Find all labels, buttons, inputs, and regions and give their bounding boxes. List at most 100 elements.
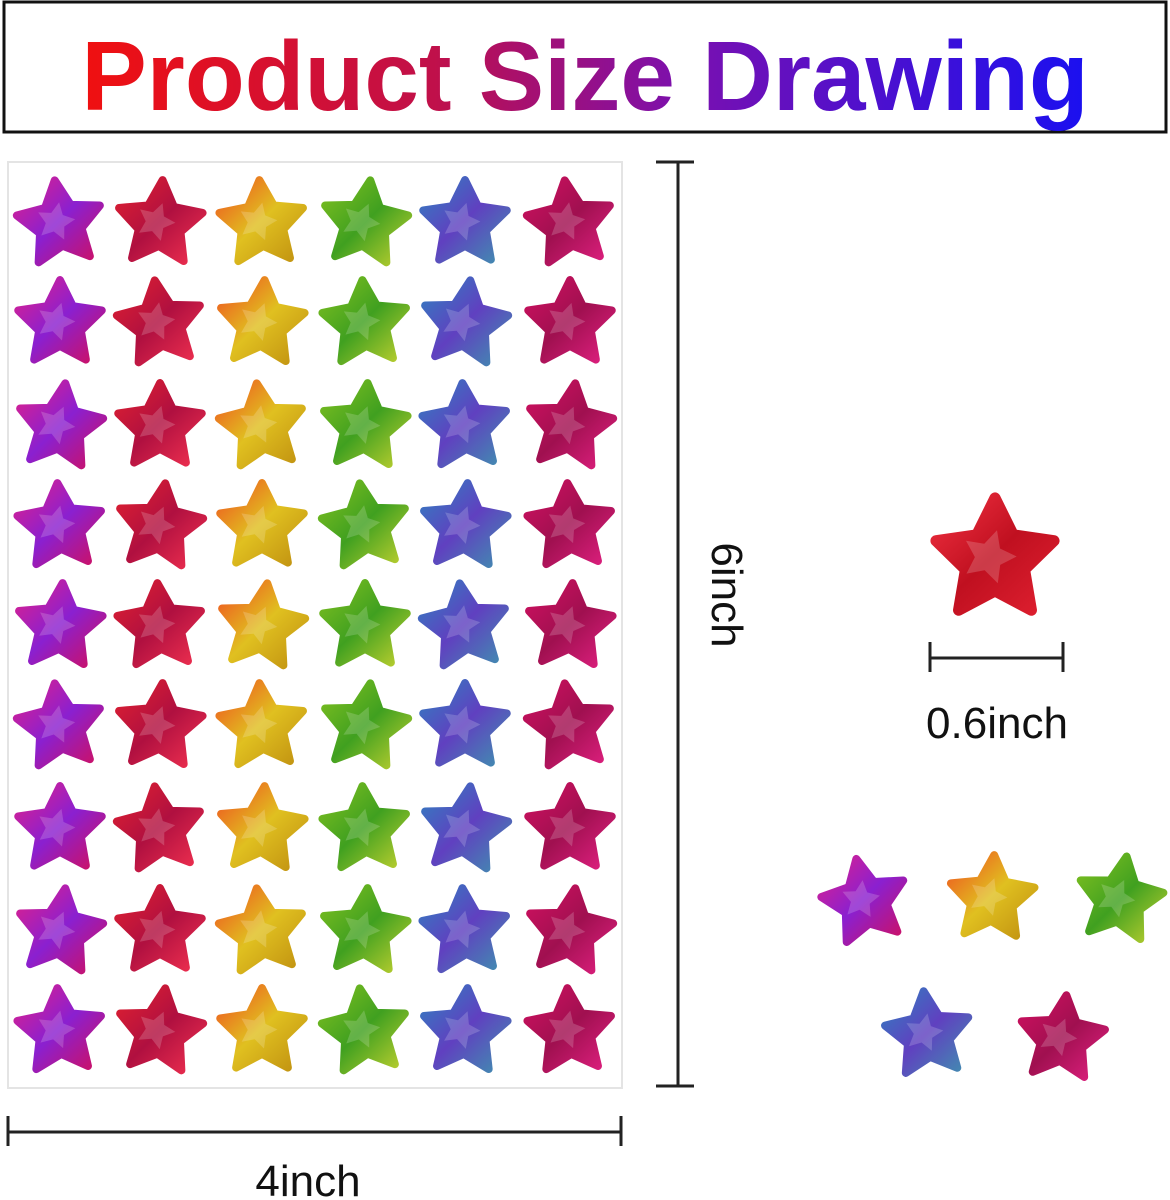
- star-sheen: [343, 203, 381, 242]
- star-sheen: [1040, 1018, 1078, 1057]
- star-sticker: [946, 851, 1039, 940]
- star-sheen: [38, 202, 76, 240]
- star-sheen: [344, 605, 381, 644]
- star-sheen: [444, 506, 481, 544]
- star-sticker: [113, 579, 205, 669]
- star-sheen: [842, 880, 880, 917]
- star-sheen: [138, 302, 176, 340]
- star-sticker: [420, 479, 512, 569]
- star-sheen: [966, 530, 1017, 584]
- star-sticker: [420, 984, 512, 1074]
- star-sticker: [112, 782, 204, 873]
- star-sticker: [881, 987, 973, 1077]
- star-sticker: [14, 276, 106, 364]
- star-sticker: [421, 276, 513, 367]
- star-sheen: [38, 406, 76, 445]
- star-sticker: [526, 884, 618, 975]
- star-sticker: [215, 679, 307, 769]
- star-sticker: [319, 579, 411, 667]
- star-sheen: [343, 302, 381, 341]
- star-sticker: [318, 782, 410, 872]
- star-sticker: [524, 276, 616, 364]
- star-sheen: [444, 1011, 481, 1049]
- star-sticker: [116, 984, 208, 1075]
- star-sticker: [214, 884, 306, 975]
- star-sheen: [443, 809, 481, 848]
- single-star: [930, 492, 1060, 616]
- title-frame: [2, 0, 1168, 134]
- star-sheen: [344, 911, 381, 949]
- star-sticker: [318, 276, 410, 366]
- star-sticker: [317, 984, 409, 1075]
- star-sticker: [216, 984, 308, 1072]
- star-sticker: [12, 176, 104, 267]
- star-sheen: [38, 911, 76, 950]
- height-label: 6inch: [702, 542, 751, 647]
- star-sticker: [1076, 852, 1168, 944]
- star-sheen: [39, 808, 76, 847]
- star-sheen: [241, 303, 278, 341]
- star-sheen: [138, 808, 176, 846]
- star-sticker: [16, 379, 108, 470]
- star-sticker: [522, 176, 614, 267]
- star-sheen: [548, 505, 586, 544]
- star-sheen: [443, 303, 481, 342]
- loose-stars: [817, 851, 1168, 1081]
- star-sheen: [240, 910, 278, 948]
- star-sheen: [343, 1010, 381, 1048]
- star-sheen: [139, 405, 176, 444]
- star-sheen: [443, 405, 481, 444]
- star-sheen: [548, 705, 586, 743]
- star-sheen: [343, 706, 381, 745]
- star-sticker: [321, 176, 413, 267]
- star-sticker: [13, 479, 105, 569]
- star-sticker: [114, 379, 206, 467]
- star-sticker: [317, 479, 409, 570]
- star-sheen: [443, 605, 481, 643]
- star-sticker: [12, 679, 104, 770]
- star-sticker: [526, 379, 618, 470]
- star-sheen: [241, 809, 278, 847]
- star-sheen: [240, 606, 278, 645]
- star-sheen: [139, 706, 176, 744]
- star-sheen: [549, 606, 586, 644]
- star-sticker: [418, 379, 510, 469]
- star-size-label: 0.6inch: [926, 699, 1068, 748]
- star-sticker: [320, 379, 412, 469]
- star-sticker: [215, 176, 307, 266]
- star-sheen: [548, 406, 586, 445]
- star-dimension: [928, 642, 1065, 672]
- star-sheen: [344, 406, 381, 444]
- sticker-sheet: [7, 161, 623, 1089]
- width-dimension: [6, 1116, 623, 1146]
- star-sheen: [1098, 880, 1136, 918]
- star-sheen: [240, 705, 278, 744]
- star-sticker: [524, 782, 616, 870]
- star-sticker: [216, 479, 308, 567]
- star-sticker: [217, 276, 309, 366]
- star-sticker: [15, 579, 107, 669]
- star-sheen: [138, 605, 176, 644]
- title: Product Size Drawing: [81, 21, 1088, 131]
- star-sticker: [522, 679, 614, 770]
- star-sheen: [139, 910, 176, 949]
- star-sheen: [906, 1013, 944, 1051]
- star-sticker: [525, 579, 617, 669]
- star-sticker: [419, 176, 511, 264]
- star-sheen: [549, 302, 586, 341]
- star-sheen: [241, 1010, 278, 1049]
- star-sheen: [138, 506, 176, 545]
- star-sticker: [115, 679, 207, 769]
- star-sticker: [116, 479, 208, 570]
- star-sheen: [38, 505, 76, 544]
- star-sticker: [523, 984, 615, 1074]
- star-sheen: [343, 808, 381, 847]
- star-sheen: [443, 910, 481, 949]
- star-sticker: [817, 854, 908, 946]
- star-sheen: [241, 505, 278, 544]
- star-sheen: [444, 202, 481, 241]
- star-sticker: [523, 479, 615, 569]
- star-sheen: [39, 606, 76, 644]
